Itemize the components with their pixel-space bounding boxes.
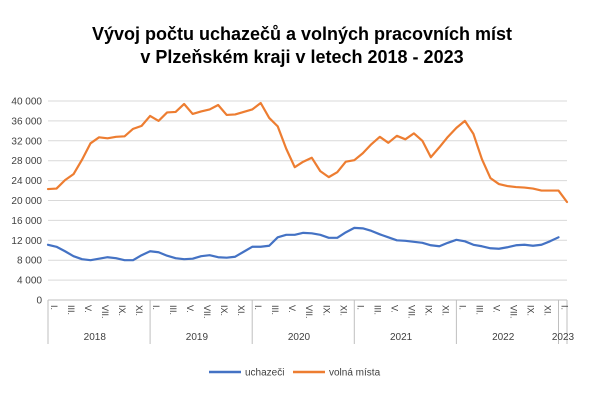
gridlines [48, 100, 567, 301]
x-tick-label: VII. [508, 305, 518, 319]
x-axis: I. III. V. VII. IX. XI. I. III. V. VII. IX. XI. I. II… [47, 300, 575, 344]
x-tick-label: XI. [542, 305, 552, 316]
x-tick-label: VII. [406, 305, 416, 319]
x-tick-label: IX. [321, 305, 331, 316]
y-tick-label: 28 000 [11, 156, 42, 167]
x-tick-label: XI. [440, 305, 450, 316]
chart-title-line-1: Vývoj počtu uchazečů a volných pracovníc… [92, 24, 512, 44]
y-tick-label: 20 000 [11, 196, 42, 207]
year-label: 2020 [288, 332, 311, 343]
x-tick-label: VII. [202, 305, 212, 319]
x-tick-label: III. [168, 305, 178, 315]
year-label: 2019 [186, 332, 209, 343]
y-axis: 0 4 000 8 000 12 000 16 000 20 000 24 000 28 00… [11, 97, 42, 307]
y-tick-label: 36 000 [11, 116, 42, 127]
legend-label: uchazeči [245, 368, 284, 379]
year-label: 2022 [492, 332, 515, 343]
year-label: 2018 [84, 332, 107, 343]
series-line-uchazeci [46, 226, 560, 262]
x-tick-label: V. [185, 305, 195, 313]
y-tick-label: 16 000 [11, 216, 42, 227]
legend-label: volná místa [329, 368, 381, 379]
x-tick-label: I. [253, 305, 263, 310]
y-tick-label: 0 [36, 296, 42, 307]
x-tick-label: III. [66, 305, 76, 315]
x-tick-label: XI. [134, 305, 144, 316]
year-label: 2023 [552, 332, 575, 343]
x-tick-label: V. [287, 305, 297, 313]
x-tick-label: I. [49, 305, 59, 310]
x-tick-label: IX. [117, 305, 127, 316]
x-tick-label: IX. [219, 305, 229, 316]
y-tick-label: 8 000 [17, 256, 42, 267]
x-tick-label: IX. [423, 305, 433, 316]
y-tick-label: 12 000 [11, 236, 42, 247]
legend: uchazeči volná místa [209, 368, 381, 379]
x-tick-label: VII. [304, 305, 314, 319]
y-tick-label: 4 000 [17, 276, 42, 287]
x-tick-label: V. [389, 305, 399, 313]
x-tick-label: III. [474, 305, 484, 315]
chart-title: Vývoj počtu uchazečů a volných pracovníc… [92, 24, 512, 67]
x-tick-label: III. [270, 305, 280, 315]
year-label: 2021 [390, 332, 413, 343]
x-tick-label: XI. [338, 305, 348, 316]
y-tick-label: 40 000 [11, 97, 42, 108]
x-tick-label: I. [355, 305, 365, 310]
x-tick-label: I. [559, 305, 569, 310]
y-tick-label: 32 000 [11, 136, 42, 147]
x-tick-label: IX. [525, 305, 535, 316]
x-tick-label: VII. [100, 305, 110, 319]
x-tick-label: V. [83, 305, 93, 313]
chart-title-line-2: v Plzeňském kraji v letech 2018 - 2023 [140, 47, 463, 67]
series-lines [46, 101, 569, 262]
x-tick-label: III. [372, 305, 382, 315]
x-tick-label: XI. [236, 305, 246, 316]
x-tick-label: V. [491, 305, 501, 313]
x-tick-label: I. [457, 305, 467, 310]
y-tick-label: 24 000 [11, 176, 42, 187]
series-line-volna-mista [46, 101, 569, 204]
x-tick-label: I. [151, 305, 161, 310]
